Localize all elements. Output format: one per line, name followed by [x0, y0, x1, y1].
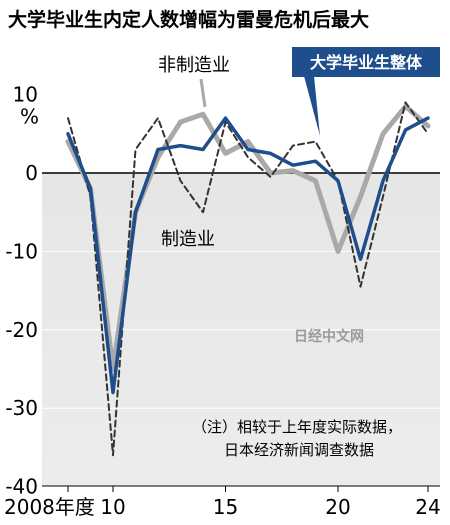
note-line-2: 日本经济新闻调查数据: [224, 441, 374, 459]
y-tick-label: -20: [5, 318, 38, 342]
series-label-non-manufacturing: 非制造业: [158, 55, 230, 76]
y-axis-unit: %: [20, 105, 39, 129]
callout-university-graduates: 大学毕业生整体: [292, 47, 440, 136]
y-tick-label: 10: [13, 83, 38, 107]
y-tick-label: 0: [25, 161, 38, 185]
x-tick-label: 10: [100, 495, 125, 519]
series-label-university-graduates: 大学毕业生整体: [310, 53, 423, 72]
watermark-text: 日经中文网: [294, 328, 364, 345]
series-line-manufacturing: [67, 101, 429, 457]
x-tick-label: 2008年度: [4, 495, 95, 519]
leader-non-manufacturing: [199, 78, 207, 108]
y-axis-ticks: 10 0 -10 -20 -30 -40: [5, 83, 38, 499]
y-tick-label: -30: [5, 396, 38, 420]
x-tick-label: 15: [213, 495, 238, 519]
series-layer: [65, 101, 431, 457]
y-tick-label: -40: [5, 475, 38, 499]
chart-title: 大学毕业生内定人数增幅为雷曼危机后最大: [8, 8, 369, 31]
y-tick-label: -10: [5, 239, 38, 263]
x-tick-label: 24: [415, 495, 440, 519]
x-axis-ticks: 2008年度 10 15 20 24: [4, 486, 441, 519]
series-label-manufacturing: 制造业: [161, 229, 215, 250]
series-line-university-graduates: [66, 116, 430, 395]
note-line-1: （注）相较于上年度实际数据，: [192, 418, 402, 436]
x-tick-label: 20: [325, 495, 350, 519]
